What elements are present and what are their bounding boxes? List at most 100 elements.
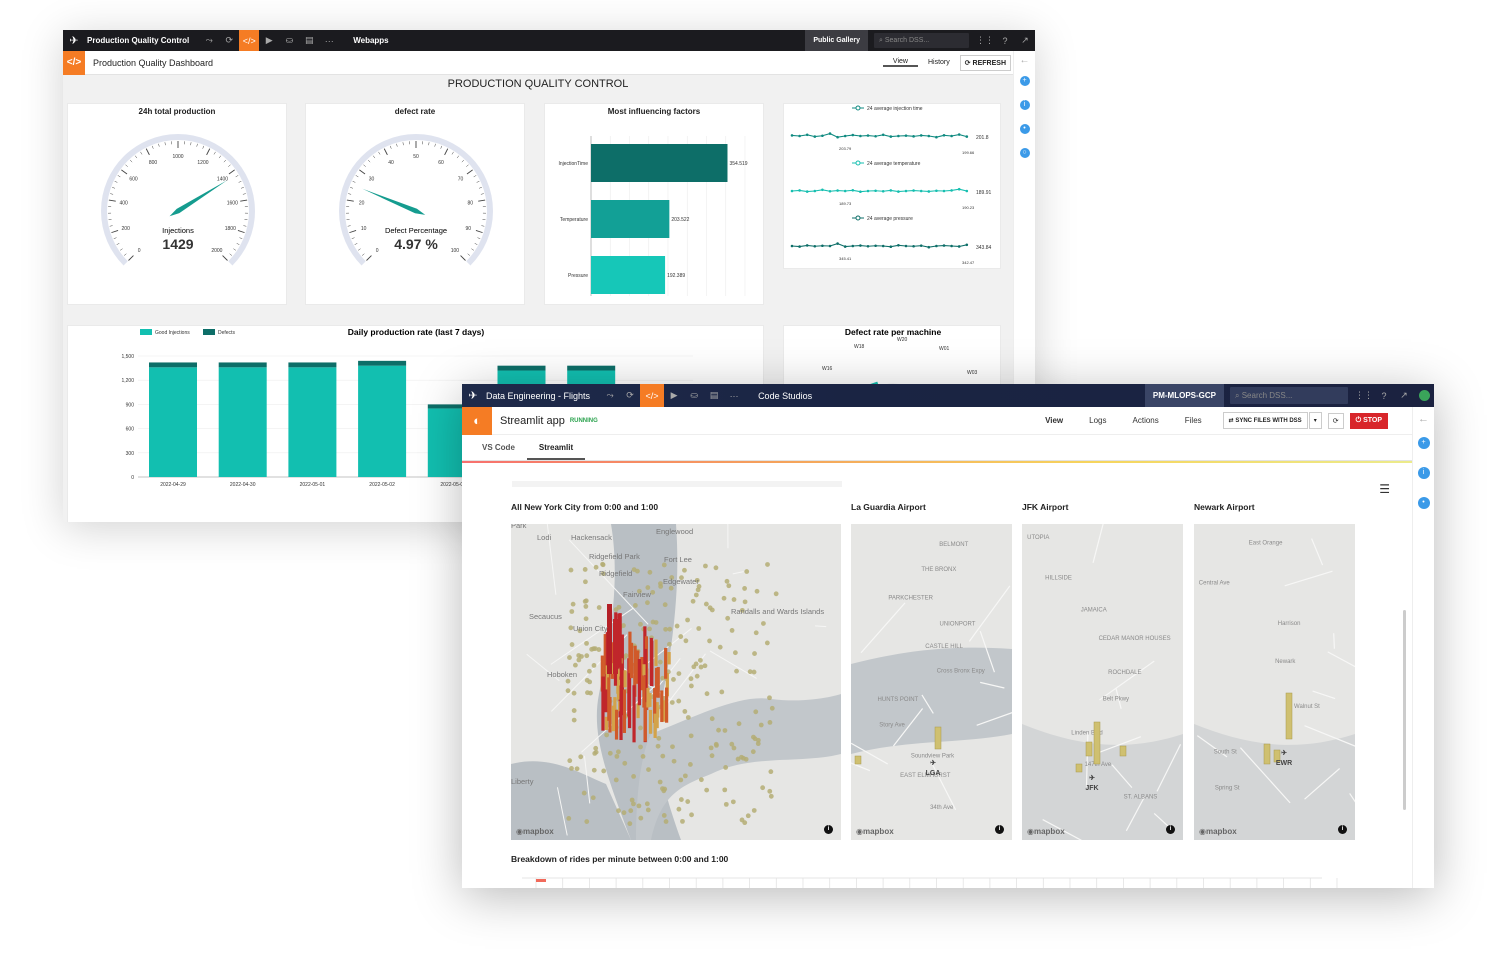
nav-code-studios-label[interactable]: Code Studios [758,390,813,401]
daily-x-tick-label: 2022-05-02 [369,482,395,488]
gauge2-tick [444,148,449,156]
nav-files[interactable]: Files [1184,416,1202,425]
code-icon[interactable]: </> [640,384,665,407]
map-hex-point [583,579,588,585]
stop-button[interactable]: ⏻ STOP [1349,412,1388,429]
dataiku-bird-icon[interactable]: ✈ [69,35,79,47]
map-hex-point [669,700,675,705]
settings-icon[interactable]: ○ [1019,148,1030,158]
recipes-icon[interactable]: ⟳ [626,390,634,400]
user-avatar-icon[interactable] [1414,384,1434,407]
gauge2-needle [362,188,426,215]
averages-point [821,244,824,248]
recipes-icon[interactable]: ⟳ [225,35,233,45]
search-input[interactable]: ⌕ Search DSS... [874,33,969,48]
map-info-icon[interactable]: i [1338,825,1347,834]
scrollbar[interactable] [1403,610,1406,810]
refresh-button[interactable]: ⟳ REFRESH [959,54,1011,71]
history-tab[interactable]: History [927,59,950,66]
gauge2-tick-label: 10 [361,226,367,232]
tab-streamlit[interactable]: Streamlit [526,443,586,460]
deploy-icon[interactable]: ⛀ [285,35,293,45]
dashboard-icon[interactable]: ▤ [709,390,719,400]
public-gallery-button[interactable]: Public Gallery [805,30,868,51]
restart-icon[interactable]: ⟳ [1327,412,1344,429]
map-ewr[interactable]: East Orange Central Ave Harrison Newark Waln… [1194,524,1355,840]
map-density-column [607,604,612,674]
help-icon[interactable]: ? [1002,35,1008,46]
map-hex-point [683,638,689,644]
hamburger-menu-icon[interactable]: ☰ [1379,482,1390,496]
info-icon[interactable]: i [1019,100,1030,110]
run-icon[interactable]: ▶ [670,390,678,400]
map-hex-point [685,715,691,720]
mapbox-logo[interactable]: ◉mapbox [856,827,894,836]
map-hex-point [709,607,715,613]
flow-icon[interactable]: ⤳ [606,390,614,400]
app-header: ◐ Streamlit app RUNNING View Logs Action… [462,406,1412,435]
mapbox-logo[interactable]: ◉mapbox [516,827,554,836]
nav-webapps-label[interactable]: Webapps [353,36,389,45]
code-icon[interactable]: </> [239,30,260,51]
info-icon[interactable]: i [1417,467,1430,479]
daily-bar-good [218,367,267,477]
factors-title: Most influencing factors [607,107,701,116]
sync-files-button[interactable]: ⇄ SYNC FILES WITH DSS [1222,412,1308,429]
map-hex-point [663,626,669,632]
nav-actions[interactable]: Actions [1132,416,1159,425]
project-name[interactable]: Production Quality Control [87,36,190,45]
help-icon[interactable]: ? [1381,390,1387,401]
view-tab[interactable]: View [882,58,918,67]
map-lga[interactable]: BELMONT THE BRONX PARKCHESTER UNIONPORT CAST… [851,524,1012,840]
averages-point [843,245,847,248]
map-jfk[interactable]: UTOPIA HILLSIDE JAMAICA CEDAR MANOR HOUSES R… [1022,524,1183,840]
dataiku-bird-icon[interactable]: ✈ [468,390,478,402]
collapse-arrow-icon[interactable]: ← [1418,413,1429,425]
map-hex-point [593,564,599,570]
averages-point [828,189,832,193]
gauge2-tick [467,253,471,256]
nav-logs[interactable]: Logs [1089,416,1107,425]
flow-icon[interactable]: ⤳ [205,35,213,45]
chat-icon[interactable]: • [1019,124,1030,134]
factors-category-label: Pressure [568,273,588,279]
gauge2-tick [372,155,376,159]
gauge2-tick [466,169,473,175]
map-road [1304,768,1341,800]
more-icon[interactable]: ··· [729,390,739,401]
mapbox-logo[interactable]: ◉mapbox [1199,827,1237,836]
gauge2-tick [383,148,388,156]
map-info-icon[interactable]: i [824,825,833,834]
dashboard-icon[interactable]: ▤ [304,35,314,45]
apps-grid-icon[interactable]: ⋮⋮ [1355,390,1373,400]
instance-button[interactable]: PM-MLOPS-GCP [1144,384,1224,407]
activity-icon[interactable]: ↗ [1400,390,1408,400]
deploy-icon[interactable]: ⛀ [690,390,698,400]
daily-legend-defects-label: Defects [218,330,235,336]
map-place-label: CEDAR MANOR HOUSES [1099,636,1171,642]
tab-vscode[interactable]: VS Code [482,443,515,452]
map-info-icon[interactable]: i [1166,825,1175,834]
averages-point [935,189,938,193]
collapse-arrow-icon[interactable]: ← [1019,55,1030,66]
averages-end-label: 199.66 [962,150,975,155]
activity-icon[interactable]: ↗ [1021,35,1029,45]
map-info-icon[interactable]: i [995,825,1004,834]
chat-icon[interactable]: • [1417,497,1430,509]
nav-view[interactable]: View [1045,416,1064,425]
map-place-label: ST. ALBANS [1124,795,1158,801]
add-icon[interactable]: + [1019,76,1030,86]
search-input-2[interactable]: ⌕ Search DSS... [1230,387,1348,404]
apps-grid-icon[interactable]: ⋮⋮ [976,35,994,45]
map-place-label: THE BRONX [921,567,956,573]
project-name-2[interactable]: Data Engineering - Flights [486,390,591,401]
sync-dropdown-icon[interactable]: ▾ [1308,412,1322,429]
run-icon[interactable]: ▶ [265,35,273,45]
more-icon[interactable]: ··· [324,35,334,46]
map-hex-point [729,741,735,747]
averages-point [843,189,847,193]
map-nyc[interactable]: Park Lodi Hackensack Englewood Ridgefield Pa… [511,524,841,840]
daily-bar-defects [218,362,267,368]
mapbox-logo[interactable]: ◉mapbox [1027,827,1065,836]
add-icon[interactable]: + [1417,437,1430,449]
